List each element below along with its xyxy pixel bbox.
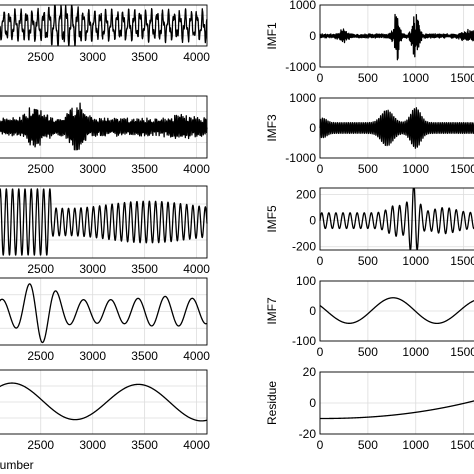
x-tick-label: 500 — [358, 438, 378, 452]
x-tick-label: 4000 — [183, 162, 210, 176]
y-tick-label: -20 — [299, 427, 317, 441]
x-tick-label: 500 — [358, 162, 378, 176]
plot-frame — [319, 371, 474, 435]
plot-frame — [319, 4, 474, 68]
x-tick-label: 3500 — [131, 349, 158, 363]
x-tick-label: 0 — [317, 345, 324, 359]
series-line — [319, 13, 474, 61]
x-tick-label: 0 — [317, 254, 324, 268]
x-tick-label: 3000 — [79, 50, 106, 64]
y-tick-label: 0 — [309, 29, 316, 43]
x-tick-label: 0 — [317, 162, 324, 176]
y-tick-label: 1000 — [289, 0, 316, 12]
x-tick-label: 3500 — [131, 262, 158, 276]
panel-left-1: 2500 3000 3500 4000 — [0, 4, 210, 64]
series-line — [0, 102, 208, 151]
series-line — [0, 4, 208, 47]
x-tick-label: 3000 — [79, 262, 106, 276]
y-axis-label: IMF3 — [265, 114, 279, 142]
series-line — [0, 382, 208, 422]
x-tick-label: 0 — [317, 71, 324, 85]
panel-left-3: 2500 3000 3500 4000 — [0, 185, 210, 276]
y-tick-label: 0 — [309, 214, 316, 228]
y-tick-label: 0 — [309, 304, 316, 318]
x-tick-label: 1000 — [402, 438, 429, 452]
x-tick-label: 2500 — [27, 262, 54, 276]
x-tick-label: 1000 — [402, 345, 429, 359]
x-axis-label: lumber — [0, 458, 34, 472]
x-tick-label: 1000 — [402, 254, 429, 268]
x-tick-label: 3000 — [79, 438, 106, 452]
plot-frame — [0, 95, 208, 159]
y-axis-label: IMF7 — [265, 297, 279, 325]
x-tick-label: 4000 — [183, 438, 210, 452]
x-tick-label: 2500 — [27, 438, 54, 452]
x-tick-label: 1000 — [402, 71, 429, 85]
y-tick-label: 1000 — [289, 91, 316, 105]
x-tick-label: 500 — [358, 71, 378, 85]
y-tick-label: -100 — [292, 334, 316, 348]
plot-frame — [319, 97, 474, 159]
x-tick-label: 3500 — [131, 438, 158, 452]
series-line — [0, 283, 208, 344]
plot-frame — [0, 4, 208, 47]
y-tick-label: 20 — [303, 365, 317, 379]
series-line — [319, 297, 474, 325]
y-tick-label: 100 — [296, 274, 316, 288]
y-tick-label: 0 — [309, 396, 316, 410]
y-tick-label: -1000 — [285, 151, 316, 165]
y-axis-label: IMF5 — [265, 205, 279, 233]
y-tick-label: -200 — [292, 240, 316, 254]
x-tick-label: 1500 — [450, 438, 474, 452]
y-axis-label: IMF1 — [265, 22, 279, 50]
x-tick-label: 4000 — [183, 50, 210, 64]
plot-frame — [319, 187, 474, 251]
plot-frame — [319, 280, 474, 342]
x-tick-label: 3500 — [131, 50, 158, 64]
x-tick-label: 3000 — [79, 349, 106, 363]
x-tick-label: 3500 — [131, 162, 158, 176]
x-tick-label: 2500 — [27, 162, 54, 176]
x-tick-label: 500 — [358, 254, 378, 268]
plot-frame — [0, 369, 208, 435]
panel-left-4: 2500 3000 3500 4000 — [0, 277, 210, 363]
x-tick-label: 1500 — [450, 162, 474, 176]
panel-left-5: 2500 3000 3500 4000 — [0, 369, 210, 452]
panel-left-2: 2500 3000 3500 4000 — [0, 95, 210, 176]
x-tick-label: 1000 — [402, 162, 429, 176]
x-tick-label: 2500 — [27, 50, 54, 64]
x-tick-label: 0 — [317, 438, 324, 452]
y-axis-label: Residue — [265, 381, 279, 425]
plot-frame — [0, 185, 208, 259]
x-tick-label: 3000 — [79, 162, 106, 176]
x-tick-label: 1500 — [450, 345, 474, 359]
x-tick-label: 4000 — [183, 262, 210, 276]
series-line — [319, 188, 474, 251]
series-line — [319, 400, 474, 420]
y-tick-label: 200 — [296, 188, 316, 202]
x-tick-label: 4000 — [183, 349, 210, 363]
series-line — [0, 188, 208, 256]
x-tick-label: 2500 — [27, 349, 54, 363]
x-tick-label: 1500 — [450, 71, 474, 85]
x-tick-label: 500 — [358, 345, 378, 359]
x-tick-label: 1500 — [450, 254, 474, 268]
y-tick-label: 0 — [309, 121, 316, 135]
series-line — [319, 107, 474, 149]
left-column: 2500 3000 3500 4000 2500 3000 3500 4000 2500 3000… — [0, 4, 210, 452]
plot-frame — [0, 277, 208, 346]
y-tick-label: -1000 — [285, 60, 316, 74]
